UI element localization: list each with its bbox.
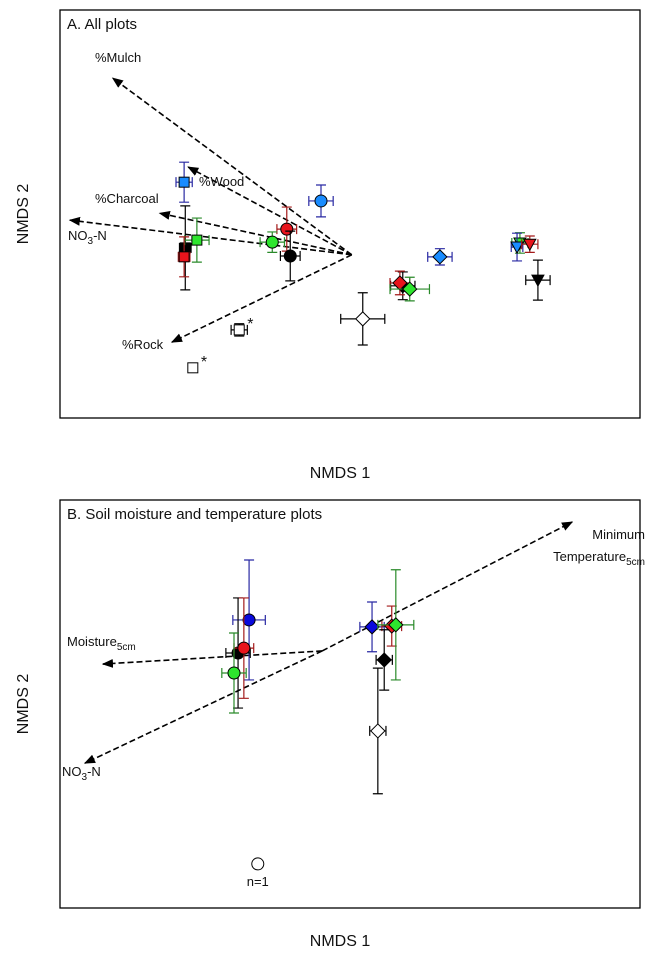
label-subscript: 3 [88, 236, 94, 247]
vector-arrow [111, 77, 353, 256]
vector-label: NO3-N [68, 228, 107, 247]
point-annotation: * [201, 354, 207, 371]
label-text: Temperature [553, 549, 626, 564]
point [510, 241, 524, 255]
point-annotation: n=1 [247, 874, 269, 889]
panel: B. Soil moisture and temperature plots NM… [15, 499, 645, 950]
vector-label: NO3-N [62, 764, 101, 783]
point-annotation: * [247, 316, 253, 333]
point [364, 619, 380, 635]
vector-arrow [321, 521, 574, 652]
label-text: %Mulch [95, 50, 141, 65]
vector-label: Minimum [592, 527, 645, 542]
label-text: Minimum [592, 527, 645, 542]
point [227, 666, 241, 680]
point [237, 641, 251, 655]
label-text: Moisture [67, 634, 117, 649]
point [178, 251, 190, 263]
label-text: NO [68, 228, 88, 243]
point [392, 275, 408, 291]
y-axis-label: NMDS 2 [15, 184, 32, 245]
x-axis-label: NMDS 1 [310, 933, 371, 950]
vector-label: %Rock [122, 337, 164, 352]
vector-arrow [187, 166, 353, 256]
label-subscript: 5cm [626, 557, 645, 568]
vector-arrow [158, 210, 352, 256]
vector-arrow [170, 254, 353, 343]
point [265, 235, 279, 249]
label-text: -N [93, 228, 107, 243]
point [187, 362, 199, 374]
vector-arrow [101, 650, 323, 668]
panel-title: B. Soil moisture and temperature plots [67, 506, 322, 523]
point [355, 311, 371, 327]
point [233, 324, 245, 336]
point [314, 194, 328, 208]
plot-frame [59, 9, 641, 419]
label-text: NO [62, 764, 82, 779]
label-text: -N [87, 764, 101, 779]
point [178, 176, 190, 188]
point [242, 613, 256, 627]
label-text: %Wood [199, 174, 244, 189]
point [370, 723, 386, 739]
point [432, 249, 448, 265]
vector-label: Temperature5cm [553, 549, 645, 568]
panel-title: A. All plots [67, 16, 137, 33]
vector-label: %Wood [199, 174, 244, 189]
vector-arrow [83, 650, 323, 764]
point [251, 857, 265, 871]
point [376, 652, 392, 668]
point [522, 238, 537, 252]
point [191, 234, 203, 246]
point [402, 281, 418, 297]
label-subscript: 3 [82, 772, 88, 783]
x-axis-label: NMDS 1 [310, 465, 371, 482]
point [280, 222, 294, 236]
vector-label: Moisture5cm [67, 634, 136, 653]
vector-arrow [68, 216, 352, 256]
label-subscript: 5cm [117, 642, 136, 653]
point [388, 617, 404, 633]
panel: A. All plots NMDS 1 NMDS 2 %Mulch %Wood %Char… [15, 9, 641, 482]
point [283, 249, 297, 263]
y-axis-label: NMDS 2 [15, 674, 32, 735]
label-text: %Rock [122, 337, 164, 352]
point [531, 274, 545, 288]
label-text: %Charcoal [95, 191, 159, 206]
vector-label: %Charcoal [95, 191, 159, 206]
vector-label: %Mulch [95, 50, 141, 65]
plot-frame [59, 499, 641, 909]
